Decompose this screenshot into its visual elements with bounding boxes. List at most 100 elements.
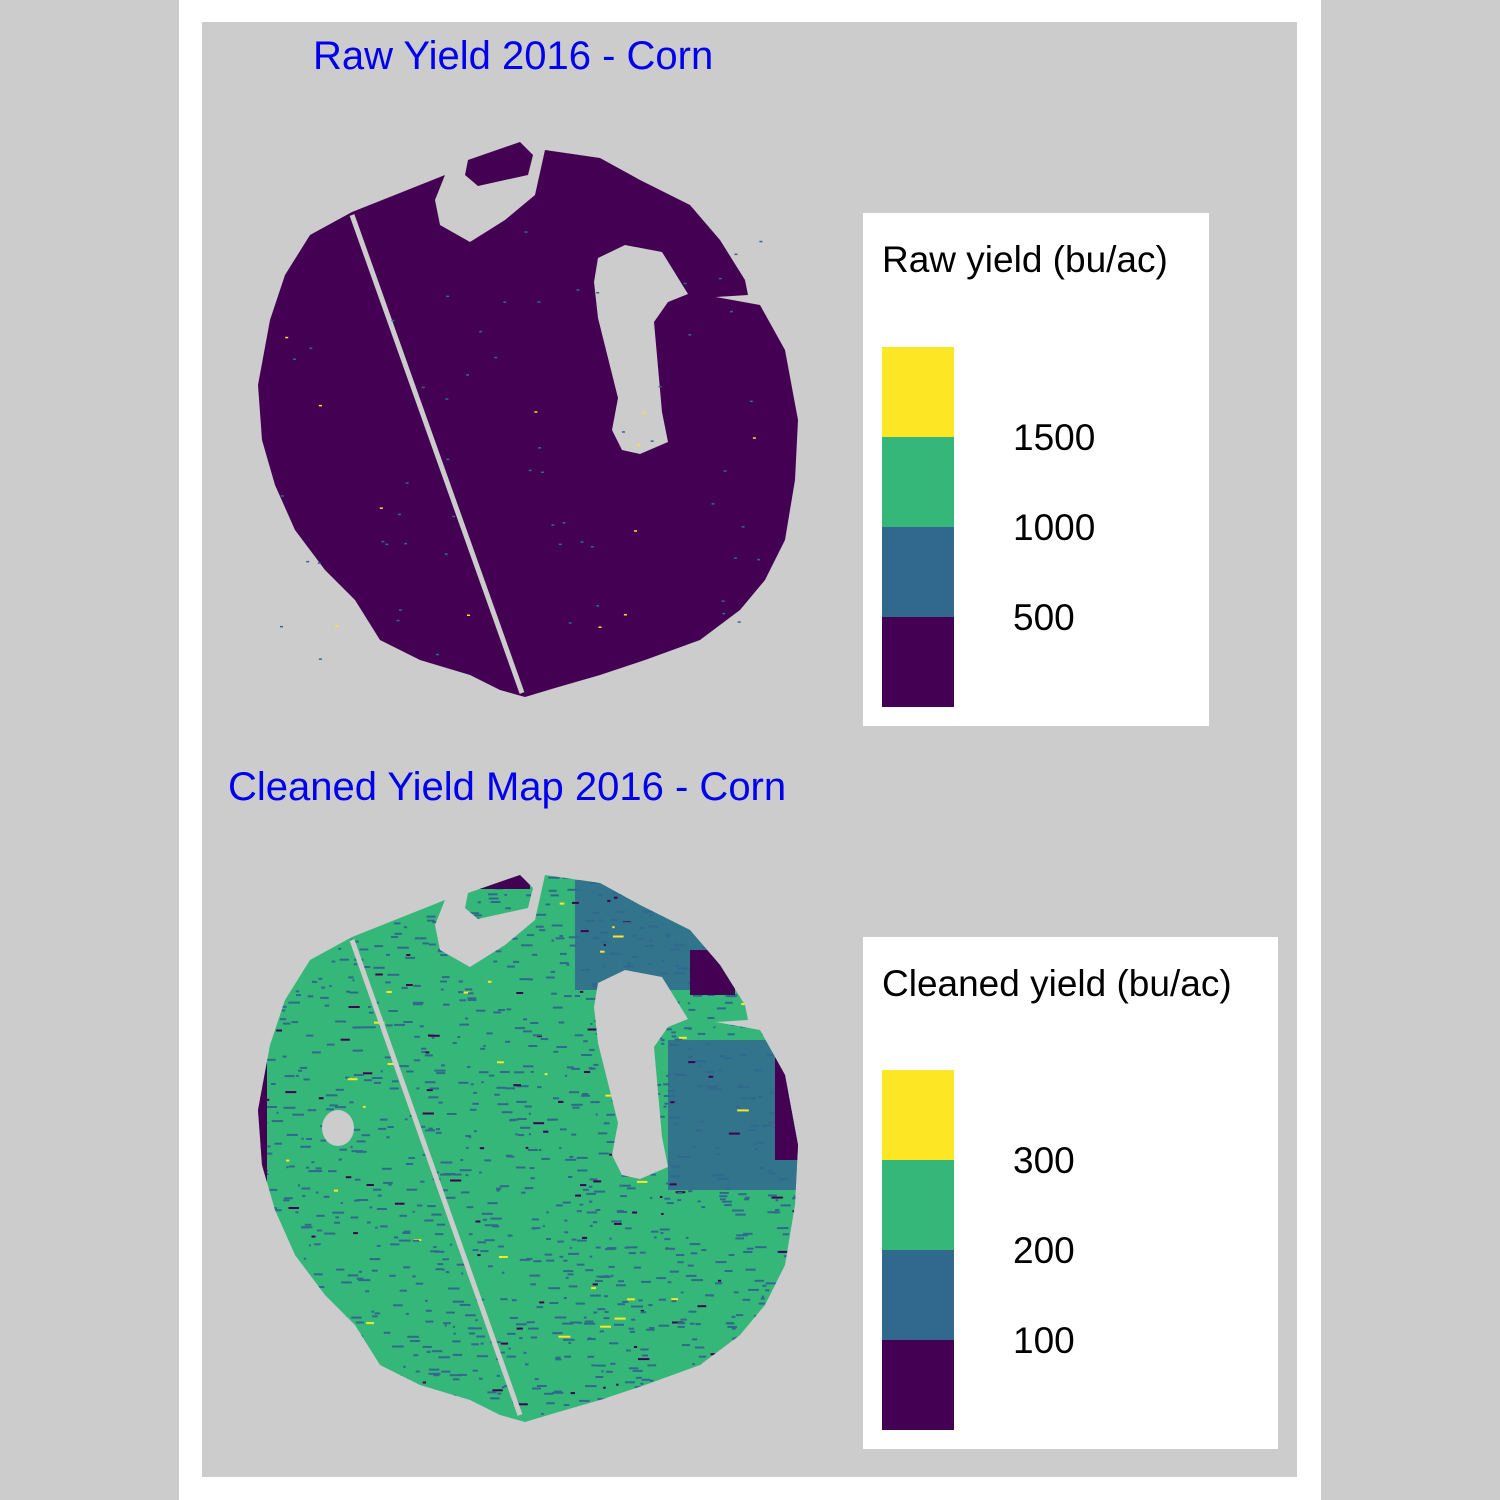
cleaned-yield-cell xyxy=(296,880,308,883)
cleaned-yield-cell xyxy=(696,1396,703,1399)
cleaned-yield-cell xyxy=(516,1085,529,1088)
cleaned-yield-cell xyxy=(700,1375,711,1378)
cleaned-yield-cell xyxy=(743,1198,750,1201)
cleaned-yield-cell xyxy=(475,1220,481,1223)
cleaned-yield-cell xyxy=(792,1197,798,1200)
cleaned-yield-cell xyxy=(663,1095,675,1097)
cleaned-yield-cell xyxy=(478,1377,483,1380)
cleaned-yield-cell xyxy=(378,1127,387,1130)
cleaned-yield-cell xyxy=(361,878,370,881)
cleaned-yield-cell xyxy=(794,928,798,931)
cleaned-yield-cell xyxy=(648,1304,653,1307)
cleaned-yield-cell xyxy=(441,1370,451,1373)
raw-outlier-point xyxy=(446,458,450,461)
cleaned-yield-cell xyxy=(639,937,644,940)
cleaned-yield-cell xyxy=(301,880,313,883)
cleaned-yield-cell xyxy=(716,1007,726,1010)
cleaned-yield-cell xyxy=(311,1161,315,1164)
cleaned-yield-cell xyxy=(406,1188,418,1191)
cleaned-yield-cell xyxy=(371,887,384,890)
cleaned-yield-cell xyxy=(609,1237,612,1240)
cleaned-yield-cell xyxy=(452,1300,465,1303)
cleaned-yield-cell xyxy=(290,1330,295,1333)
cleaned-yield-cell xyxy=(555,1204,563,1207)
cleaned-yield-cell xyxy=(671,1298,678,1301)
cleaned-yield-cell xyxy=(484,1159,492,1162)
cleaned-yield-cell xyxy=(353,1232,358,1235)
cleaned-yield-cell xyxy=(615,910,626,913)
cleaned-yield-cell xyxy=(546,1211,549,1214)
cleaned-yield-cell xyxy=(567,1273,574,1276)
cleaned-yield-cell xyxy=(266,1106,277,1108)
cleaned-yield-cell xyxy=(527,1149,538,1151)
cleaned-yield-cell xyxy=(586,1192,596,1195)
cleaned-yield-cell xyxy=(267,1262,279,1265)
cleaned-yield-cell xyxy=(595,1376,604,1378)
cleaned-yield-cell xyxy=(628,1327,635,1330)
cleaned-yield-cell xyxy=(312,1170,323,1172)
cleaned-yield-cell xyxy=(271,1239,279,1242)
cleaned-yield-cell xyxy=(627,1246,638,1249)
cleaned-yield-cell xyxy=(515,1403,528,1406)
cleaned-yield-cell xyxy=(568,936,579,939)
cleaned-yield-cell xyxy=(389,1274,396,1277)
cleaned-yield-cell xyxy=(436,1223,446,1226)
cleaned-yield-cell xyxy=(353,1074,364,1076)
cleaned-yield-cell xyxy=(437,1263,444,1266)
cleaned-yield-cell xyxy=(311,980,318,983)
cleaned-yield-cell xyxy=(308,894,312,897)
cleaned-field-road xyxy=(349,939,523,1416)
cleaned-yield-cell xyxy=(261,1277,271,1280)
cleaned-yield-cell xyxy=(406,896,411,899)
cleaned-yield-cell xyxy=(300,1145,311,1148)
cleaned-yield-cell xyxy=(392,1080,399,1083)
cleaned-yield-cell xyxy=(438,1101,443,1104)
cleaned-yield-cell xyxy=(330,1350,342,1353)
cleaned-yield-cell xyxy=(701,1206,706,1209)
cleaned-yield-cell xyxy=(786,997,793,999)
cleaned-yield-cell xyxy=(311,1386,321,1389)
cleaned-yield-cell xyxy=(548,876,560,879)
cleaned-yield-cell xyxy=(405,1378,409,1381)
cleaned-yield-cell xyxy=(800,1422,807,1424)
cleaned-yield-cell xyxy=(271,1083,276,1085)
cleaned-yield-cell xyxy=(532,1227,541,1230)
cleaned-yield-cell xyxy=(609,1153,615,1156)
raw-outlier-point xyxy=(537,301,541,303)
cleaned-yield-cell xyxy=(613,1323,624,1326)
cleaned-yield-cell xyxy=(667,1090,675,1092)
cleaned-yield-cell xyxy=(258,1062,263,1065)
cleaned-yield-cell xyxy=(577,1169,588,1172)
cleaned-yield-cell xyxy=(729,1383,738,1386)
cleaned-yield-cell xyxy=(755,935,760,938)
cleaned-yield-cell xyxy=(526,1321,535,1324)
cleaned-yield-cell xyxy=(790,1059,794,1062)
cleaned-yield-cell xyxy=(408,1157,415,1159)
cleaned-yield-cell xyxy=(750,1124,759,1127)
cleaned-yield-cell xyxy=(639,1414,649,1417)
cleaned-yield-cell xyxy=(260,909,272,912)
cleaned-yield-cell xyxy=(702,947,713,950)
cleaned-yield-cell xyxy=(572,1106,580,1109)
cleaned-yield-cell xyxy=(746,909,751,912)
cleaned-yield-cell xyxy=(666,1202,674,1205)
cleaned-yield-cell xyxy=(570,1412,582,1415)
cleaned-yield-cell xyxy=(548,1118,558,1121)
cleaned-yield-cell xyxy=(413,984,421,987)
raw-outlier-point xyxy=(540,471,544,473)
cleaned-yield-cell xyxy=(459,999,466,1002)
cleaned-yield-cell xyxy=(438,1356,450,1359)
cleaned-yield-cell xyxy=(718,1279,722,1282)
cleaned-yield-cell xyxy=(343,1355,352,1358)
cleaned-yield-cell xyxy=(425,1320,434,1323)
cleaned-yield-cell xyxy=(634,1386,642,1389)
cleaned-yield-cell xyxy=(526,1257,533,1260)
cleaned-yield-cell xyxy=(643,910,654,913)
raw-map-title: Raw Yield 2016 - Corn xyxy=(313,34,714,78)
cleaned-yield-cell xyxy=(394,1202,405,1205)
cleaned-yield-cell xyxy=(753,1016,765,1019)
cleaned-yield-cell xyxy=(646,1328,655,1331)
cleaned-yield-cell xyxy=(381,1419,388,1422)
cleaned-yield-cell xyxy=(593,1063,599,1066)
raw-outlier-point xyxy=(623,614,627,616)
